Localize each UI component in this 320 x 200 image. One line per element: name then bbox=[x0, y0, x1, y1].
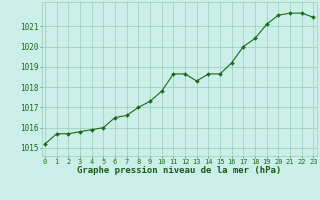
X-axis label: Graphe pression niveau de la mer (hPa): Graphe pression niveau de la mer (hPa) bbox=[77, 166, 281, 175]
